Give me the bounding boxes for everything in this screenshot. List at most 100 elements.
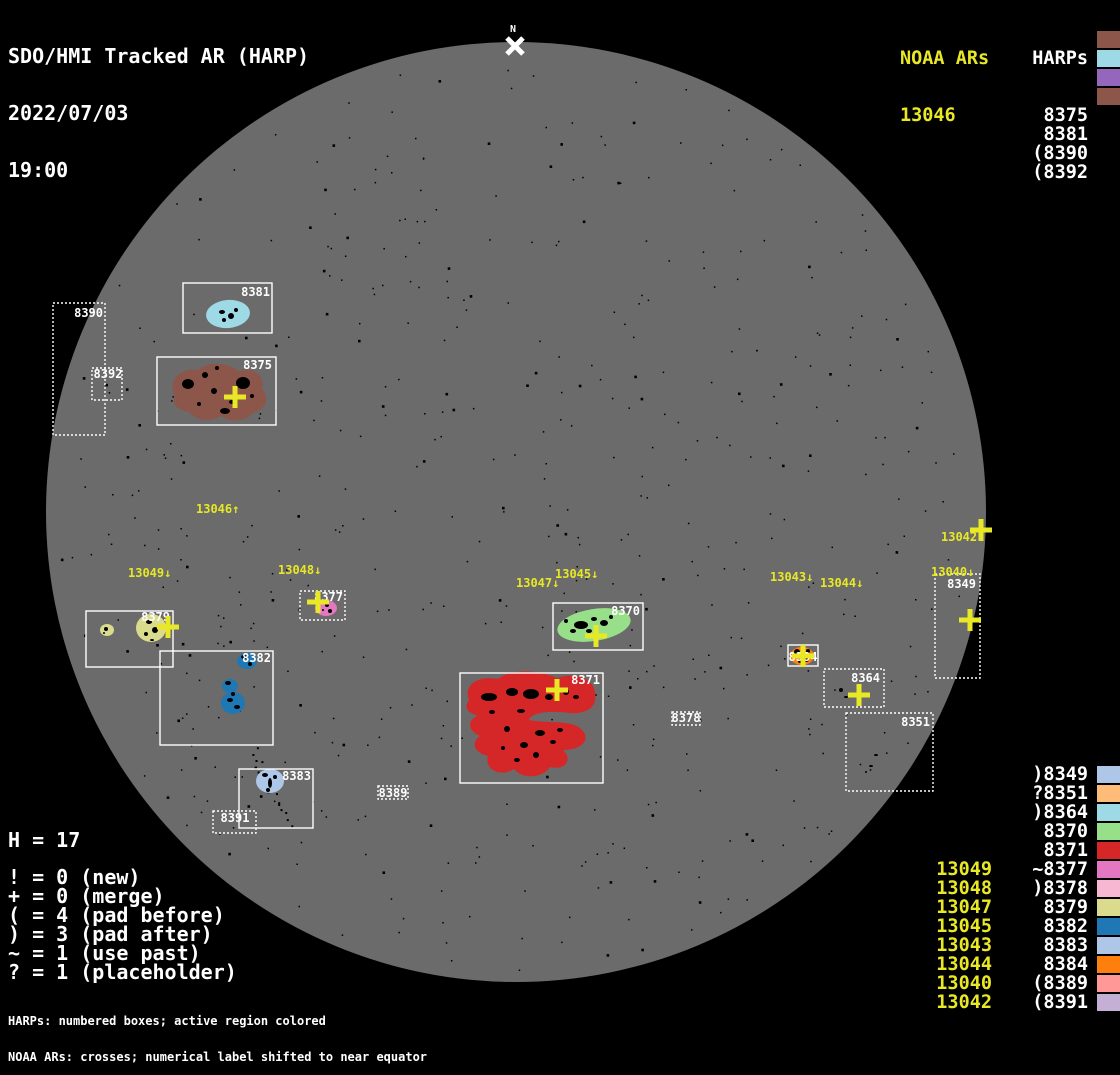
- noaa-cross-8370: [585, 625, 607, 647]
- harps-bottom-list: )8349 ?8351)8364 8370 8371 ~8377)8378 8379 838…: [1032, 765, 1088, 1012]
- noaa-disk-label: 13044↓: [820, 576, 863, 590]
- harp-box-8349: [934, 573, 981, 679]
- date-label: 2022/07/03: [8, 101, 129, 125]
- region-spots-8370: [564, 615, 613, 633]
- noaa-cross-8379: [157, 616, 179, 638]
- harp-item: 8382: [1043, 916, 1088, 937]
- harp-item: )8378: [1032, 878, 1088, 899]
- color-swatch-8382: [1097, 918, 1120, 935]
- color-swatch-8351: [1097, 785, 1120, 802]
- region-spots-8381: [219, 308, 238, 322]
- harp-box-8391: [212, 810, 257, 834]
- harp-item: 8384: [1043, 954, 1088, 975]
- title-block: SDO/HMI Tracked AR (HARP) 2022/07/03 19:…: [8, 9, 309, 199]
- noaa-ars-header-block: NOAA ARs 13046: [900, 11, 989, 144]
- sun-disk: [46, 42, 986, 982]
- noaa-cross-8377: [307, 591, 329, 613]
- harp-item: 8381: [1043, 124, 1088, 145]
- legend-row: + = 0 (merge): [8, 884, 165, 908]
- harp-item: )8364: [1032, 802, 1088, 823]
- harp-box-8377: [299, 590, 346, 621]
- noaa-ar-item: 13048: [936, 878, 992, 899]
- harp-item: 8383: [1043, 935, 1088, 956]
- harp-box-label-8351: 8351: [901, 715, 930, 729]
- harp-box-label-8389: 8389: [379, 786, 408, 800]
- noaa-ar-item: 13047: [936, 897, 992, 918]
- harp-item: 8370: [1043, 821, 1088, 842]
- footnote-noaa: NOAA ARs: crosses; numerical label shift…: [8, 1050, 428, 1064]
- harp-box-8381: [182, 282, 273, 334]
- harp-box-label-8382: 8382: [242, 651, 271, 665]
- harp-box-8392: [91, 367, 123, 401]
- region-spots-8371: [481, 688, 579, 762]
- noaa-disk-label: 13040↓: [931, 565, 974, 579]
- color-swatch-8377: [1097, 861, 1120, 878]
- noaa-disk-label: 13049↓: [128, 566, 171, 580]
- noaa-ar-item: 13045: [936, 916, 992, 937]
- harps-top-swatches: [1097, 31, 1120, 107]
- harp-box-8390: [52, 302, 106, 436]
- harp-box-label-8349: 8349: [947, 577, 976, 591]
- noaa-disk-label: 13045↓: [555, 567, 598, 581]
- harp-box-8382: [159, 650, 274, 746]
- harp-item: 8375: [1043, 105, 1088, 126]
- harps-bottom-swatches: [1097, 766, 1120, 1013]
- footnote-harps: HARPs: numbered boxes; active region col…: [8, 1014, 326, 1028]
- legend-row: ~ = 1 (use past): [8, 941, 201, 965]
- legend-row: ) = 3 (pad after): [8, 922, 213, 946]
- harp-item: )8349: [1032, 764, 1088, 785]
- color-swatch-8379: [1097, 899, 1120, 916]
- harp-item: 8379: [1043, 897, 1088, 918]
- noaa-ar-item: 13042: [936, 992, 992, 1013]
- legend-row: ( = 4 (pad before): [8, 903, 225, 927]
- color-swatch-8371: [1097, 842, 1120, 859]
- harp-box-label-8375: 8375: [243, 358, 272, 372]
- harp-item: 8371: [1043, 840, 1088, 861]
- active-region-blob-8381: [206, 299, 250, 329]
- noaa-cross-8349: [959, 609, 981, 631]
- harp-box-label-8383: 8383: [282, 769, 311, 783]
- footnotes: HARPs: numbered boxes; active region col…: [8, 991, 427, 1075]
- harp-box-label-8391: 8391: [221, 811, 250, 825]
- harp-box-8351: [845, 712, 934, 792]
- color-swatch-8364: [1097, 804, 1120, 821]
- harp-item: ~8377: [1032, 859, 1088, 880]
- harp-box-8389: [377, 785, 409, 800]
- harp-box-label-8381: 8381: [241, 285, 270, 299]
- harp-box-label-8371: 8371: [571, 673, 600, 687]
- color-swatch-8375: [1097, 31, 1120, 48]
- color-swatch-8381: [1097, 50, 1120, 67]
- region-spots-8383: [262, 773, 277, 792]
- harp-tracking-screen: { "header": { "title": "SDO/HMI Tracked …: [8, 9, 1120, 1063]
- active-region-blob-8371: [466, 671, 596, 777]
- harp-box-8378: [671, 711, 701, 726]
- color-swatch-8378: [1097, 880, 1120, 897]
- harp-box-label-8379: 8379: [141, 610, 170, 624]
- noaa-disk-label: 13047↓: [516, 576, 559, 590]
- noaa-ar-item: 13040: [936, 973, 992, 994]
- harp-item: (8392: [1032, 162, 1088, 183]
- solar-disk-figure: 8390839283818375837983778382838383918389…: [46, 24, 992, 982]
- harp-box-8379: [85, 610, 174, 668]
- region-spots-8351: [865, 754, 878, 773]
- noaa-ar-item: 13049: [936, 859, 992, 880]
- harp-count: H = 17: [8, 828, 81, 852]
- harps-header-block: HARPs 8375 8381 (8390 (8392: [1032, 11, 1088, 201]
- time-label: 19:00: [8, 158, 69, 182]
- legend-row: ? = 1 (placeholder): [8, 960, 237, 984]
- noaa-cross-8384: [792, 645, 814, 667]
- noaa-ar-item: 13043: [936, 935, 992, 956]
- noaa-ars-bottom-list: 13049 13048 13047 13045 13043 13044 13040 13042: [936, 860, 992, 1012]
- noaa-ars-new-list: 13046: [900, 106, 989, 125]
- harp-box-label-8364: 8364: [851, 671, 880, 685]
- color-swatch-8392: [1097, 88, 1120, 105]
- color-swatch-8370: [1097, 823, 1120, 840]
- harp-box-label-8390: 8390: [74, 306, 103, 320]
- symbol-legend: ! = 0 (new) + = 0 (merge)( = 4 (pad befor…: [8, 867, 237, 984]
- page-title: SDO/HMI Tracked AR (HARP): [8, 44, 310, 68]
- harp-item: (8390: [1032, 143, 1088, 164]
- harp-box-label-8370: 8370: [611, 604, 640, 618]
- noaa-cross-8364: [848, 684, 870, 706]
- harp-box-8383: [238, 768, 314, 829]
- harp-box-8371: [459, 672, 604, 784]
